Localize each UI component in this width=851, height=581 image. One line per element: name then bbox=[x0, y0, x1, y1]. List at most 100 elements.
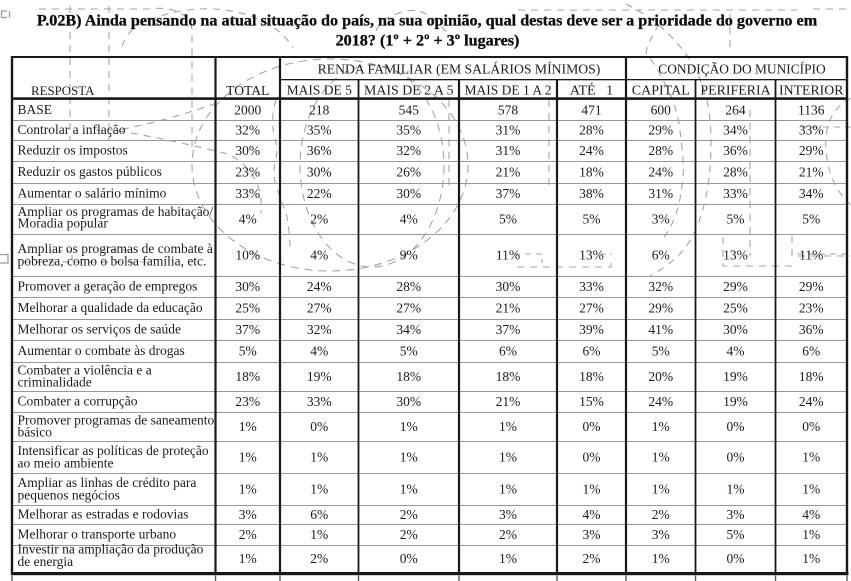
svg-text:ATÉ 1: ATÉ 1 bbox=[570, 82, 613, 99]
svg-text:25%: 25% bbox=[235, 300, 260, 315]
svg-text:RENDA FAMILIAR (EM SALÁRIOS MÍ: RENDA FAMILIAR (EM SALÁRIOS MÍNIMOS) bbox=[318, 61, 601, 78]
svg-text:30%: 30% bbox=[496, 279, 521, 294]
svg-text:23%: 23% bbox=[235, 394, 260, 409]
svg-text:37%: 37% bbox=[235, 322, 260, 337]
svg-text:2018? (1º + 2º + 3º lugares): 2018? (1º + 2º + 3º lugares) bbox=[336, 33, 520, 50]
svg-text:29%: 29% bbox=[723, 279, 748, 294]
svg-text:1%: 1% bbox=[499, 419, 517, 434]
svg-text:1%: 1% bbox=[727, 481, 745, 496]
svg-text:6%: 6% bbox=[583, 343, 601, 358]
svg-text:30%: 30% bbox=[235, 143, 260, 158]
svg-text:22%: 22% bbox=[307, 186, 332, 201]
svg-text:Investir na ampliação da produ: Investir na ampliação da produção bbox=[18, 542, 204, 557]
svg-text:4%: 4% bbox=[727, 343, 745, 358]
svg-text:20%: 20% bbox=[648, 369, 673, 384]
svg-text:2%: 2% bbox=[239, 527, 257, 542]
svg-text:1%: 1% bbox=[400, 419, 418, 434]
svg-text:0%: 0% bbox=[727, 551, 745, 566]
svg-text:25%: 25% bbox=[723, 300, 748, 315]
svg-text:21%: 21% bbox=[496, 164, 521, 179]
svg-text:28%: 28% bbox=[648, 143, 673, 158]
svg-text:24%: 24% bbox=[799, 394, 824, 409]
svg-text:1%: 1% bbox=[400, 449, 418, 464]
svg-text:P.02B) Ainda pensando na atual: P.02B) Ainda pensando na atual situação … bbox=[37, 13, 818, 30]
svg-text:34%: 34% bbox=[396, 322, 421, 337]
svg-text:5%: 5% bbox=[583, 211, 601, 226]
svg-text:Ampliar os programas de habita: Ampliar os programas de habitação/ bbox=[18, 204, 214, 219]
svg-text:0%: 0% bbox=[583, 419, 601, 434]
svg-text:27%: 27% bbox=[579, 300, 604, 315]
svg-text:39%: 39% bbox=[579, 322, 604, 337]
svg-text:4%: 4% bbox=[310, 343, 328, 358]
svg-text:2%: 2% bbox=[400, 527, 418, 542]
svg-text:264: 264 bbox=[725, 102, 746, 117]
svg-text:Reduzir os impostos: Reduzir os impostos bbox=[18, 143, 128, 158]
svg-text:2%: 2% bbox=[400, 507, 418, 522]
svg-text:13%: 13% bbox=[723, 247, 748, 262]
svg-text:23%: 23% bbox=[799, 300, 824, 315]
svg-text:28%: 28% bbox=[723, 164, 748, 179]
svg-text:ao meio ambiente: ao meio ambiente bbox=[18, 456, 114, 471]
svg-text:3%: 3% bbox=[499, 507, 517, 522]
svg-text:criminalidade: criminalidade bbox=[18, 375, 92, 390]
svg-text:34%: 34% bbox=[799, 186, 824, 201]
svg-text:1%: 1% bbox=[652, 481, 670, 496]
svg-text:2%: 2% bbox=[499, 527, 517, 542]
svg-text:38%: 38% bbox=[579, 186, 604, 201]
svg-text:11%: 11% bbox=[496, 247, 520, 262]
svg-text:11%: 11% bbox=[799, 247, 823, 262]
svg-text:32%: 32% bbox=[648, 279, 673, 294]
svg-text:Melhorar a qualidade da educaç: Melhorar a qualidade da educação bbox=[18, 300, 203, 315]
svg-text:1%: 1% bbox=[310, 449, 328, 464]
svg-text:1%: 1% bbox=[239, 419, 257, 434]
svg-text:31%: 31% bbox=[648, 186, 673, 201]
svg-text:MAIS DE 2 A 5: MAIS DE 2 A 5 bbox=[364, 84, 454, 99]
svg-text:33%: 33% bbox=[799, 122, 824, 137]
svg-text:1%: 1% bbox=[802, 527, 820, 542]
svg-text:5%: 5% bbox=[400, 343, 418, 358]
svg-text:Combater a corrupção: Combater a corrupção bbox=[18, 394, 138, 409]
svg-text:1%: 1% bbox=[652, 419, 670, 434]
svg-text:4%: 4% bbox=[239, 211, 257, 226]
svg-text:5%: 5% bbox=[239, 343, 257, 358]
svg-text:0%: 0% bbox=[583, 449, 601, 464]
svg-text:28%: 28% bbox=[579, 122, 604, 137]
svg-text:24%: 24% bbox=[579, 143, 604, 158]
svg-text:5%: 5% bbox=[802, 211, 820, 226]
svg-text:4%: 4% bbox=[583, 507, 601, 522]
svg-text:36%: 36% bbox=[799, 322, 824, 337]
svg-text:Ampliar os programas de combat: Ampliar os programas de combate à bbox=[18, 241, 213, 256]
svg-text:13%: 13% bbox=[579, 247, 604, 262]
svg-text:28%: 28% bbox=[396, 279, 421, 294]
svg-text:Aumentar o combate às drogas: Aumentar o combate às drogas bbox=[18, 343, 185, 358]
svg-text:218: 218 bbox=[309, 102, 330, 117]
svg-text:24%: 24% bbox=[648, 164, 673, 179]
svg-text:Combater a violência e a: Combater a violência e a bbox=[18, 363, 152, 378]
svg-text:33%: 33% bbox=[579, 279, 604, 294]
svg-text:5%: 5% bbox=[727, 211, 745, 226]
svg-text:Promover a geração de empregos: Promover a geração de empregos bbox=[18, 279, 198, 294]
svg-text:27%: 27% bbox=[396, 300, 421, 315]
svg-text:Aumentar o salário mínimo: Aumentar o salário mínimo bbox=[18, 186, 167, 201]
svg-text:35%: 35% bbox=[396, 122, 421, 137]
svg-text:1%: 1% bbox=[310, 481, 328, 496]
svg-text:Controlar a inflação: Controlar a inflação bbox=[18, 122, 126, 137]
svg-text:6%: 6% bbox=[499, 343, 517, 358]
svg-text:3%: 3% bbox=[583, 527, 601, 542]
svg-text:18%: 18% bbox=[396, 369, 421, 384]
svg-text:34%: 34% bbox=[723, 122, 748, 137]
svg-text:4%: 4% bbox=[310, 247, 328, 262]
svg-text:MAIS DE 5: MAIS DE 5 bbox=[287, 83, 353, 98]
svg-text:2%: 2% bbox=[652, 507, 670, 522]
svg-text:15%: 15% bbox=[579, 394, 604, 409]
svg-text:26%: 26% bbox=[396, 164, 421, 179]
svg-text:Moradia popular: Moradia popular bbox=[18, 216, 109, 231]
svg-text:21%: 21% bbox=[496, 394, 521, 409]
svg-text:24%: 24% bbox=[307, 279, 332, 294]
svg-text:27%: 27% bbox=[307, 300, 332, 315]
svg-text:18%: 18% bbox=[496, 369, 521, 384]
svg-text:36%: 36% bbox=[723, 143, 748, 158]
svg-text:INTERIOR: INTERIOR bbox=[779, 83, 844, 98]
svg-text:BASE: BASE bbox=[18, 102, 53, 117]
svg-text:23%: 23% bbox=[235, 164, 260, 179]
